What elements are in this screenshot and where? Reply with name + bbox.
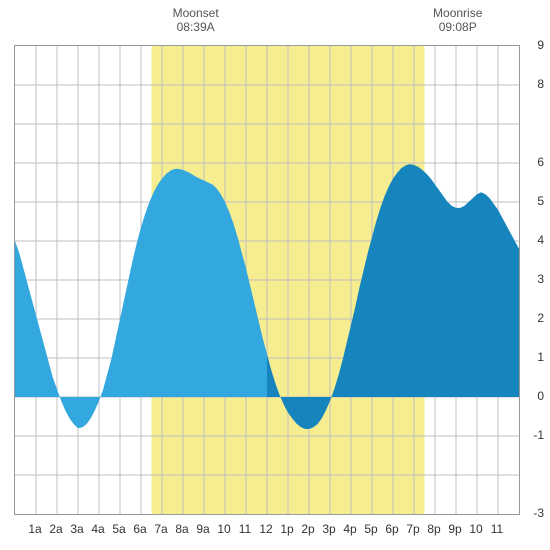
x-tick-label: 3p [322, 522, 335, 536]
x-tick-label: 6p [385, 522, 398, 536]
y-tick-label: -1 [533, 428, 544, 442]
x-tick-label: 1p [280, 522, 293, 536]
x-tick-label: 4a [91, 522, 104, 536]
y-tick-label: 8 [537, 77, 544, 91]
moonrise-label: Moonrise 09:08P [398, 6, 518, 34]
y-tick-label: 6 [537, 155, 544, 169]
x-tick-label: 7a [154, 522, 167, 536]
y-axis: -3-1012345689 [524, 45, 544, 513]
x-tick-label: 12 [259, 522, 272, 536]
x-tick-label: 5p [364, 522, 377, 536]
moonrise-time: 09:08P [398, 20, 518, 34]
x-tick-label: 4p [343, 522, 356, 536]
moonset-time: 08:39A [136, 20, 256, 34]
x-tick-label: 10 [217, 522, 230, 536]
y-tick-label: 2 [537, 311, 544, 325]
x-tick-label: 9a [196, 522, 209, 536]
plot-svg [15, 46, 519, 514]
y-tick-label: -3 [533, 506, 544, 520]
x-tick-label: 11 [239, 522, 251, 536]
x-tick-label: 8p [427, 522, 440, 536]
x-tick-label: 2p [301, 522, 314, 536]
x-tick-label: 1a [28, 522, 41, 536]
x-tick-label: 2a [49, 522, 62, 536]
x-tick-label: 10 [469, 522, 482, 536]
x-axis: 1a 2a 3a 4a 5a 6a 7a 8a 9a 10 11 12 1p 2p 3p 4p 5p 6p 7p 8p… [14, 522, 518, 542]
moonset-label: Moonset 08:39A [136, 6, 256, 34]
y-tick-label: 4 [537, 233, 544, 247]
x-tick-label: 9p [448, 522, 461, 536]
moonrise-title: Moonrise [398, 6, 518, 20]
y-tick-label: 0 [537, 389, 544, 403]
y-tick-label: 5 [537, 194, 544, 208]
moonset-title: Moonset [136, 6, 256, 20]
plot-area [14, 45, 520, 515]
y-tick-label: 3 [537, 272, 544, 286]
y-tick-label: 9 [537, 38, 544, 52]
y-tick-label: 1 [537, 350, 544, 364]
x-tick-label: 5a [112, 522, 125, 536]
x-tick-label: 8a [175, 522, 188, 536]
tide-chart: Moonset 08:39A Moonrise 09:08P -3-101234… [0, 0, 550, 550]
x-tick-label: 11 [491, 522, 503, 536]
x-tick-label: 7p [406, 522, 419, 536]
x-tick-label: 6a [133, 522, 146, 536]
x-tick-label: 3a [70, 522, 83, 536]
